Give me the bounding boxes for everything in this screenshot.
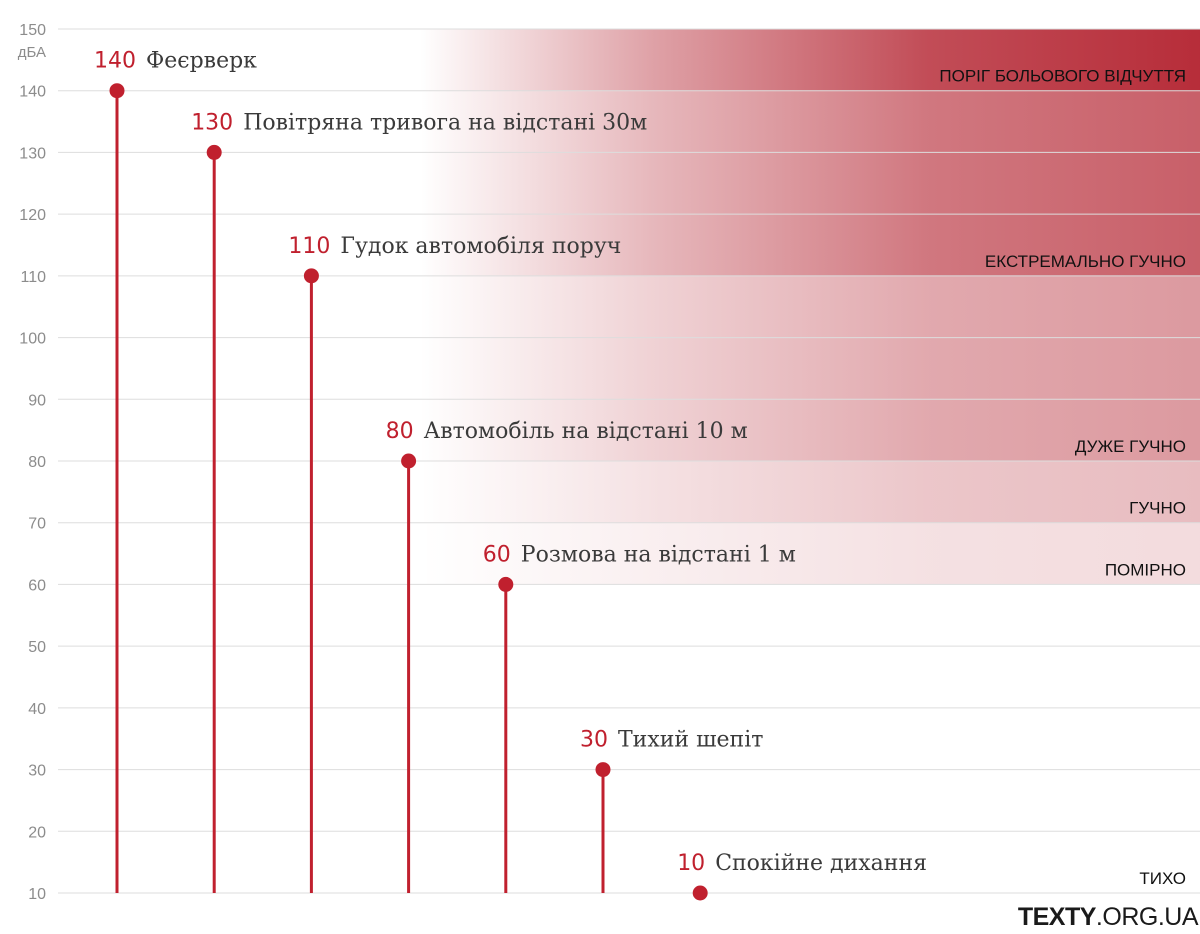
y-tick-140: 140 [19,84,46,101]
data-label-5: 30 Тихий шепіт [580,728,763,753]
data-value-6: 10 [677,851,705,876]
y-tick-30: 30 [28,763,46,780]
y-tick-80: 80 [28,454,46,471]
y-tick-20: 20 [28,824,46,841]
zone-0-label: ПОРІГ БОЛЬОВОГО ВІДЧУТТЯ [939,67,1186,86]
data-name-6: Спокійне дихання [715,851,927,876]
dot-4 [498,576,514,592]
zone-3-band [420,461,1200,523]
loudness-zones: ПОРІГ БОЛЬОВОГО ВІДЧУТТЯ ЕКСТРЕМАЛЬНО ГУЧ… [420,29,1200,888]
zone-2-label: ДУЖЕ ГУЧНО [1075,437,1186,456]
y-axis: 150 140 130 120 110 100 90 80 70 60 50 40 30 20 10 дБА [18,22,46,903]
dot-6 [692,885,708,901]
data-value-5: 30 [580,728,608,753]
zone-4-label: ПОМІРНО [1105,560,1186,579]
data-name-3: Автомобіль на відстані 10 м [424,419,748,444]
brand-name-bold: TEXTY [1017,903,1097,931]
y-tick-110: 110 [20,269,46,286]
data-label-1: 130 Повітряна тривога на відстані 30м [191,110,647,135]
data-label-6: 10 Спокійне дихання [677,851,927,876]
y-tick-60: 60 [28,577,46,594]
gridlines [58,28,1200,894]
data-name-1: Повітряна тривога на відстані 30м [243,110,647,135]
zone-5-label: ТИХО [1139,869,1186,888]
dot-1 [206,144,222,160]
data-label-4: 60 Розмова на відстані 1 м [483,542,796,567]
y-tick-50: 50 [28,639,46,656]
data-name-2: Гудок автомобіля поруч [340,234,621,259]
zone-1-label: ЕКСТРЕМАЛЬНО ГУЧНО [985,252,1186,271]
data-name-0: Феєрверк [146,49,257,74]
data-name-5: Тихий шепіт [618,728,763,753]
dot-0 [109,83,125,99]
dot-2 [303,268,319,284]
data-name-4: Розмова на відстані 1 м [521,542,796,567]
y-axis-unit: дБА [18,44,46,61]
data-value-4: 60 [483,542,511,567]
y-tick-90: 90 [28,392,46,409]
data-value-2: 110 [288,234,330,259]
zone-1-band [420,90,1200,276]
dot-3 [401,453,417,469]
y-tick-120: 120 [19,207,46,224]
data-label-3: 80 Автомобіль на відстані 10 м [386,419,748,444]
y-tick-70: 70 [28,516,46,533]
zone-0-band [420,29,1200,91]
y-tick-150: 150 [19,22,46,39]
data-value-1: 130 [191,110,233,135]
y-tick-10: 10 [28,886,46,903]
y-tick-100: 100 [19,331,46,348]
y-tick-130: 130 [19,145,46,162]
data-label-0: 140 Феєрверк [94,49,257,74]
brand-logo: TEXTY.ORG.UA [1017,903,1199,932]
zone-4-band [420,522,1200,585]
dot-5 [595,762,611,778]
brand-name-rest: .ORG.UA [1095,903,1199,931]
data-value-3: 80 [386,419,414,444]
data-value-0: 140 [94,49,136,74]
data-label-2: 110 Гудок автомобіля поруч [288,234,621,259]
zone-3-label: ГУЧНО [1129,499,1186,518]
data-points: 140 Феєрверк 130 Повітряна тривога на відст… [94,49,927,901]
zone-2-band [420,275,1200,461]
y-tick-40: 40 [28,701,46,718]
